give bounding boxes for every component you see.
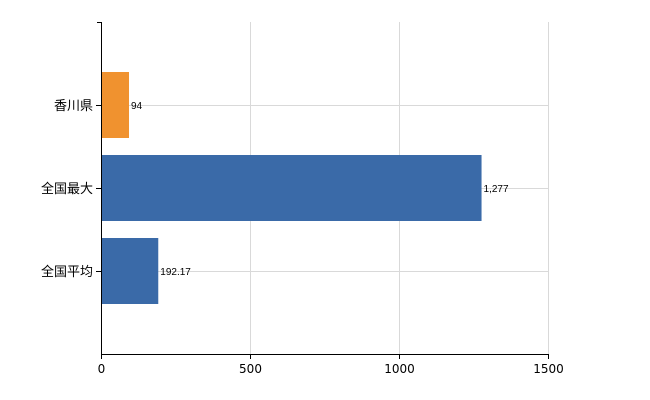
data-label-1: 1,277 bbox=[484, 184, 509, 195]
data-label-0: 94 bbox=[131, 101, 143, 112]
bar-2 bbox=[101, 238, 159, 304]
category-label-0: 香川県 bbox=[54, 99, 93, 114]
bars bbox=[101, 72, 482, 304]
x-tick-label-2: 1000 bbox=[384, 362, 415, 376]
axes bbox=[96, 22, 549, 359]
category-label-1: 全国最大 bbox=[41, 181, 93, 197]
category-label-2: 全国平均 bbox=[41, 264, 93, 280]
bar-1 bbox=[101, 155, 482, 221]
bar-0 bbox=[101, 72, 130, 138]
x-tick-label-0: 0 bbox=[98, 362, 106, 376]
data-label-2: 192.17 bbox=[160, 267, 191, 278]
x-tick-label-1: 500 bbox=[239, 362, 262, 376]
x-tick-label-3: 1500 bbox=[533, 362, 564, 376]
